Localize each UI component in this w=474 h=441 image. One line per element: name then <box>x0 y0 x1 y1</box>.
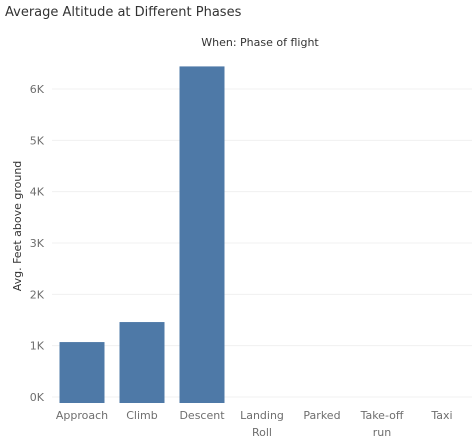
y-tick-label: 6K <box>30 83 45 96</box>
x-tick-label: Parked <box>303 409 340 422</box>
chart-title: Average Altitude at Different Phases <box>5 5 242 20</box>
y-tick-labels: 0K 1K 2K 3K 4K 5K 6K <box>30 83 45 404</box>
y-tick-label: 4K <box>30 186 45 199</box>
column-header: When: Phase of flight <box>201 36 319 49</box>
y-tick-label: 1K <box>30 340 45 353</box>
y-tick-label: 5K <box>30 134 45 147</box>
y-tick-label: 3K <box>30 237 45 250</box>
x-tick-label: Descent <box>179 409 225 422</box>
y-tick-label: 0K <box>30 391 45 404</box>
y-tick-label: 2K <box>30 288 45 301</box>
x-tick-label: Landing Roll <box>240 409 284 439</box>
y-axis-title: Avg. Feet above ground <box>11 161 24 292</box>
x-tick-label: Taxi <box>430 409 452 422</box>
x-tick-labels: Approach Climb Descent Landing Roll Parked Tak… <box>56 409 453 439</box>
bar <box>119 322 165 403</box>
x-tick-label: Take-off run <box>360 409 404 439</box>
bar <box>59 342 105 403</box>
bar <box>179 66 225 403</box>
x-tick-label: Approach <box>56 409 108 422</box>
bars <box>59 66 225 403</box>
x-tick-label: Climb <box>126 409 158 422</box>
gridlines <box>52 88 472 398</box>
